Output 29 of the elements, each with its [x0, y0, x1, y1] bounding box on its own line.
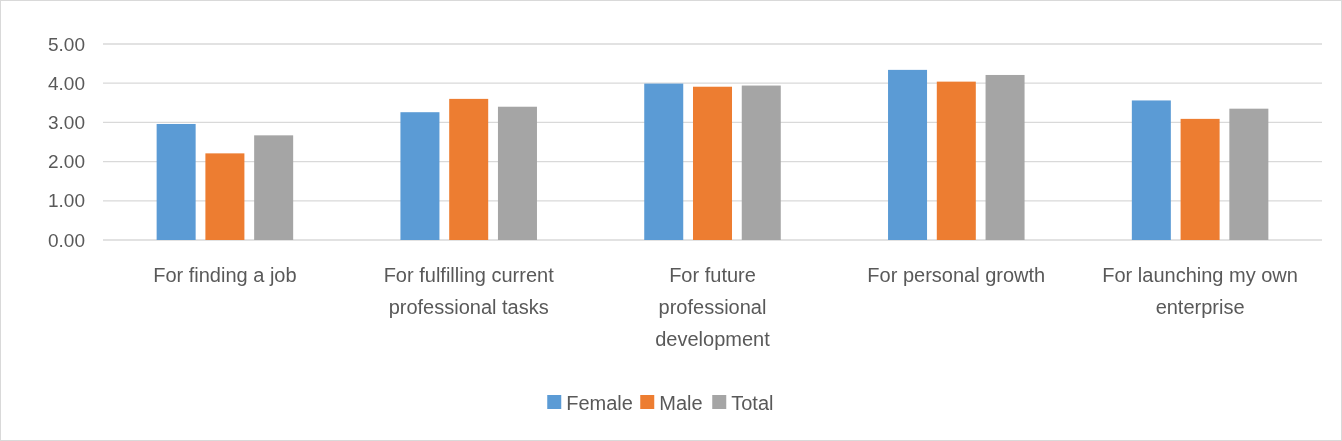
legend-label: Female [566, 392, 633, 414]
bar [205, 153, 245, 240]
y-tick-label: 1.00 [48, 190, 85, 212]
bar [936, 81, 976, 240]
y-tick-label: 4.00 [48, 72, 85, 94]
bar [1180, 118, 1220, 240]
y-tick-label: 3.00 [48, 112, 85, 134]
bar [693, 86, 732, 240]
x-tick-label: For launching my own enterprise [1102, 264, 1298, 318]
x-tick-label: For fulfilling current professional tasks [383, 264, 555, 318]
bar [400, 112, 440, 240]
bar [1131, 100, 1171, 240]
x-tick-label: For future professional development [655, 264, 771, 350]
legend-label: Total [731, 392, 774, 414]
bar [254, 135, 294, 240]
y-tick-label: 0.00 [48, 229, 85, 251]
bar [1229, 108, 1269, 240]
bar [497, 106, 537, 240]
x-tick-label: For finding a job [153, 264, 297, 286]
y-tick-label: 2.00 [48, 151, 85, 173]
bar [888, 69, 928, 240]
bar [644, 83, 684, 240]
bar [741, 85, 781, 240]
bar [449, 98, 489, 240]
bar [985, 74, 1025, 240]
y-tick-label: 5.00 [48, 33, 85, 55]
legend-label: Male [659, 392, 703, 414]
x-tick-label: For personal growth [867, 264, 1046, 286]
bar [156, 123, 196, 240]
